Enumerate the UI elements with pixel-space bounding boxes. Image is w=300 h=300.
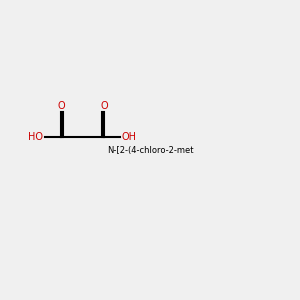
Text: HO: HO	[28, 131, 43, 142]
Text: N-[2-(4-chloro-2-met: N-[2-(4-chloro-2-met	[107, 146, 193, 154]
Text: OH: OH	[122, 131, 136, 142]
Text: O: O	[100, 101, 108, 111]
Text: O: O	[57, 101, 65, 111]
